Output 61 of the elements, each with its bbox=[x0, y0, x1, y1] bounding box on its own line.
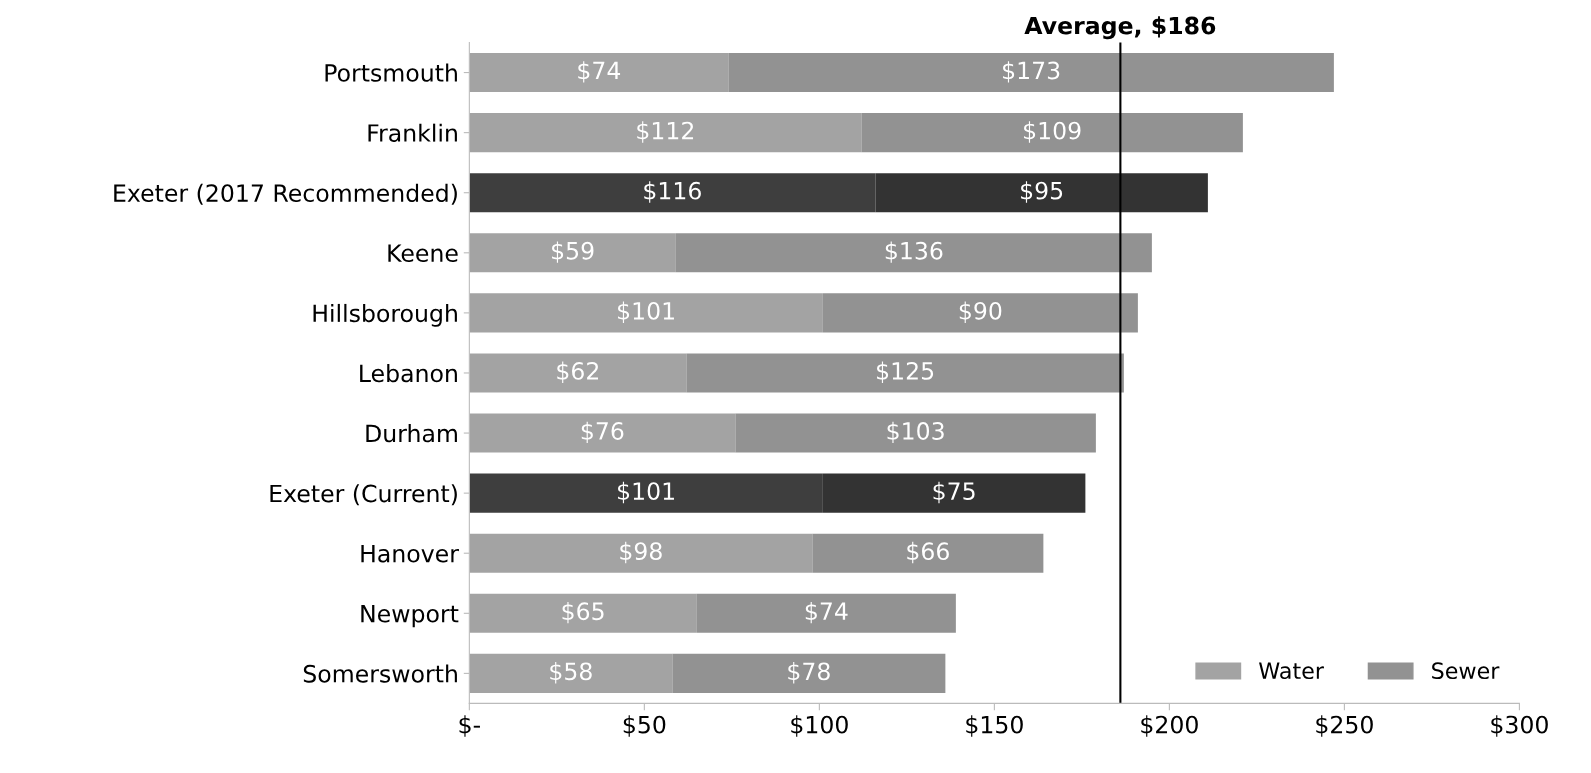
bar bbox=[469, 413, 736, 453]
data-label: $78 bbox=[788, 661, 830, 684]
data-label: $66 bbox=[907, 541, 949, 564]
bar bbox=[822, 293, 1138, 333]
data-label: $74 bbox=[578, 61, 621, 83]
bar bbox=[469, 113, 862, 153]
data-label: $58 bbox=[550, 661, 592, 684]
data-label: $136 bbox=[885, 241, 943, 263]
data-label: $65 bbox=[562, 601, 604, 624]
y-tick-label: Hanover bbox=[361, 544, 459, 563]
data-label: $103 bbox=[887, 421, 944, 444]
y-tick-label: Portsmouth bbox=[325, 63, 457, 82]
y-tick-label: Franklin bbox=[368, 123, 457, 142]
bar bbox=[675, 233, 1152, 273]
bar bbox=[686, 353, 1124, 393]
data-label: $101 bbox=[618, 481, 674, 504]
data-label: $112 bbox=[637, 121, 694, 143]
data-label: $101 bbox=[618, 301, 674, 323]
data-label: $74 bbox=[805, 601, 848, 624]
x-tick-label: $50 bbox=[623, 715, 666, 737]
y-tick-label: Keene bbox=[388, 244, 458, 263]
ref-line-label: Average, $186 bbox=[1024, 16, 1216, 40]
x-tick-label: $200 bbox=[1141, 715, 1198, 737]
data-label: $95 bbox=[1021, 181, 1063, 203]
y-tick-label: Exeter (2017 Recommended) bbox=[114, 183, 457, 205]
bar bbox=[469, 593, 697, 633]
y-tick-label: Hillsborough bbox=[313, 303, 457, 327]
data-label: $109 bbox=[1024, 121, 1081, 143]
data-label: $173 bbox=[1003, 61, 1060, 83]
bar bbox=[735, 413, 1096, 453]
data-label: $98 bbox=[620, 541, 662, 564]
x-tick-label: $150 bbox=[966, 715, 1023, 737]
data-label: $125 bbox=[877, 361, 934, 383]
x-tick-label: $300 bbox=[1491, 715, 1548, 737]
y-tick-label: Somersworth bbox=[303, 664, 457, 683]
data-label: $90 bbox=[959, 301, 1002, 323]
data-label: $75 bbox=[933, 481, 975, 504]
bar bbox=[812, 533, 1044, 573]
bar bbox=[672, 653, 946, 693]
y-tick-label: Lebanon bbox=[360, 364, 457, 383]
y-tick-label: Newport bbox=[361, 605, 459, 628]
legend-label: Water bbox=[1259, 662, 1324, 680]
bar bbox=[469, 353, 687, 393]
y-tick-label: Durham bbox=[366, 424, 457, 443]
data-label: $116 bbox=[644, 181, 701, 203]
bar bbox=[469, 233, 676, 273]
bar bbox=[728, 53, 1334, 93]
x-tick-label: $- bbox=[459, 715, 480, 737]
data-label: $62 bbox=[557, 361, 599, 383]
x-tick-label: $250 bbox=[1316, 715, 1373, 737]
data-label: $76 bbox=[581, 421, 624, 444]
legend-label: Sewer bbox=[1432, 662, 1500, 680]
bar bbox=[469, 653, 673, 693]
bar bbox=[861, 113, 1243, 153]
bar bbox=[469, 533, 813, 573]
bar bbox=[469, 53, 729, 93]
bar bbox=[469, 293, 823, 333]
data-label: $59 bbox=[552, 241, 594, 263]
bar bbox=[696, 593, 956, 633]
y-tick-label: Exeter (Current) bbox=[270, 484, 457, 506]
x-tick-label: $100 bbox=[791, 715, 848, 737]
